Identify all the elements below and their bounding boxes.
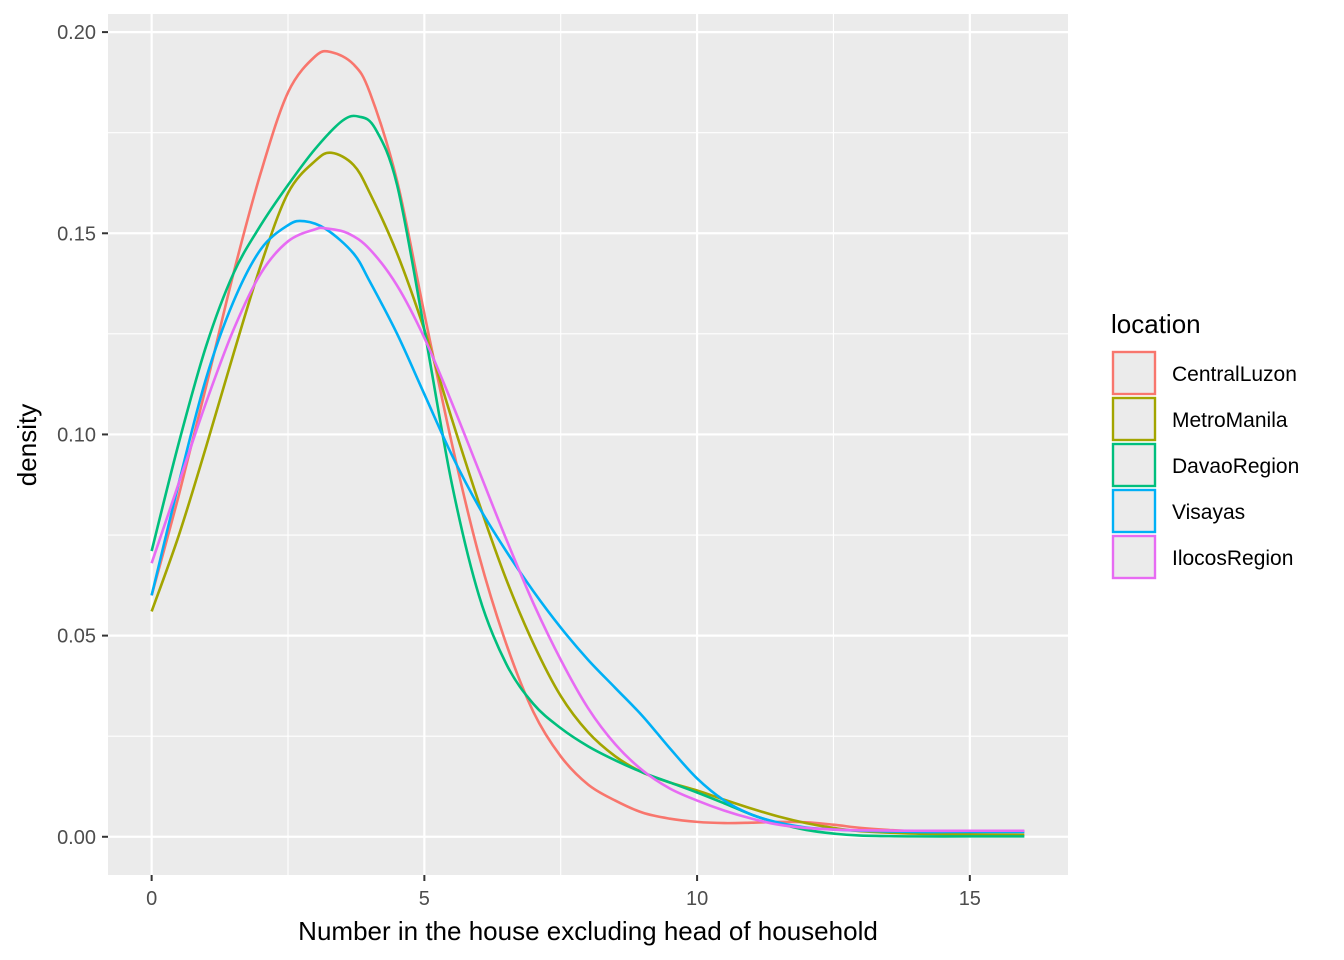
series-line-metromanila bbox=[150, 151, 1025, 837]
legend-label-visayas: Visayas bbox=[1172, 501, 1245, 524]
x-axis: 0 5 10 15 bbox=[146, 875, 981, 910]
legend-title: location bbox=[1111, 309, 1201, 339]
series-line-centralluzon bbox=[150, 49, 1025, 833]
legend-label-davaoregion: DavaoRegion bbox=[1172, 455, 1299, 478]
legend-key-centralluzon bbox=[1111, 350, 1157, 396]
y-axis-title: density bbox=[12, 404, 42, 486]
x-tick-label: 5 bbox=[419, 888, 430, 910]
legend-label-metromanila: MetroManila bbox=[1172, 409, 1288, 432]
legend: location CentralLuzon MetroManila DavaoReg… bbox=[1111, 309, 1299, 580]
legend-label-ilocosregion: IlocosRegion bbox=[1172, 547, 1293, 570]
x-tick-label: 10 bbox=[686, 888, 708, 910]
y-axis: 0.00 0.05 0.10 0.15 0.20 bbox=[57, 22, 108, 849]
x-tick-label: 0 bbox=[146, 888, 157, 910]
series-line-ilocosregion bbox=[150, 226, 1025, 833]
legend-label-centralluzon: CentralLuzon bbox=[1172, 363, 1297, 386]
legend-key-visayas bbox=[1111, 488, 1157, 534]
legend-key-ilocosregion bbox=[1111, 534, 1157, 580]
y-tick-label: 0.20 bbox=[57, 22, 96, 44]
y-tick-label: 0.10 bbox=[57, 424, 96, 446]
legend-key-davaoregion bbox=[1111, 442, 1157, 488]
density-lines bbox=[150, 49, 1025, 838]
y-tick-label: 0.05 bbox=[57, 626, 96, 648]
legend-items: CentralLuzon MetroManila DavaoRegion Visaya… bbox=[1111, 350, 1299, 580]
x-tick-label: 15 bbox=[959, 888, 981, 910]
legend-key-metromanila bbox=[1111, 396, 1157, 442]
y-tick-label: 0.15 bbox=[57, 223, 96, 245]
major-gridlines bbox=[108, 14, 1068, 875]
y-tick-label: 0.00 bbox=[57, 827, 96, 849]
x-axis-title: Number in the house excluding head of ho… bbox=[298, 916, 878, 946]
minor-gridlines bbox=[108, 14, 1068, 875]
